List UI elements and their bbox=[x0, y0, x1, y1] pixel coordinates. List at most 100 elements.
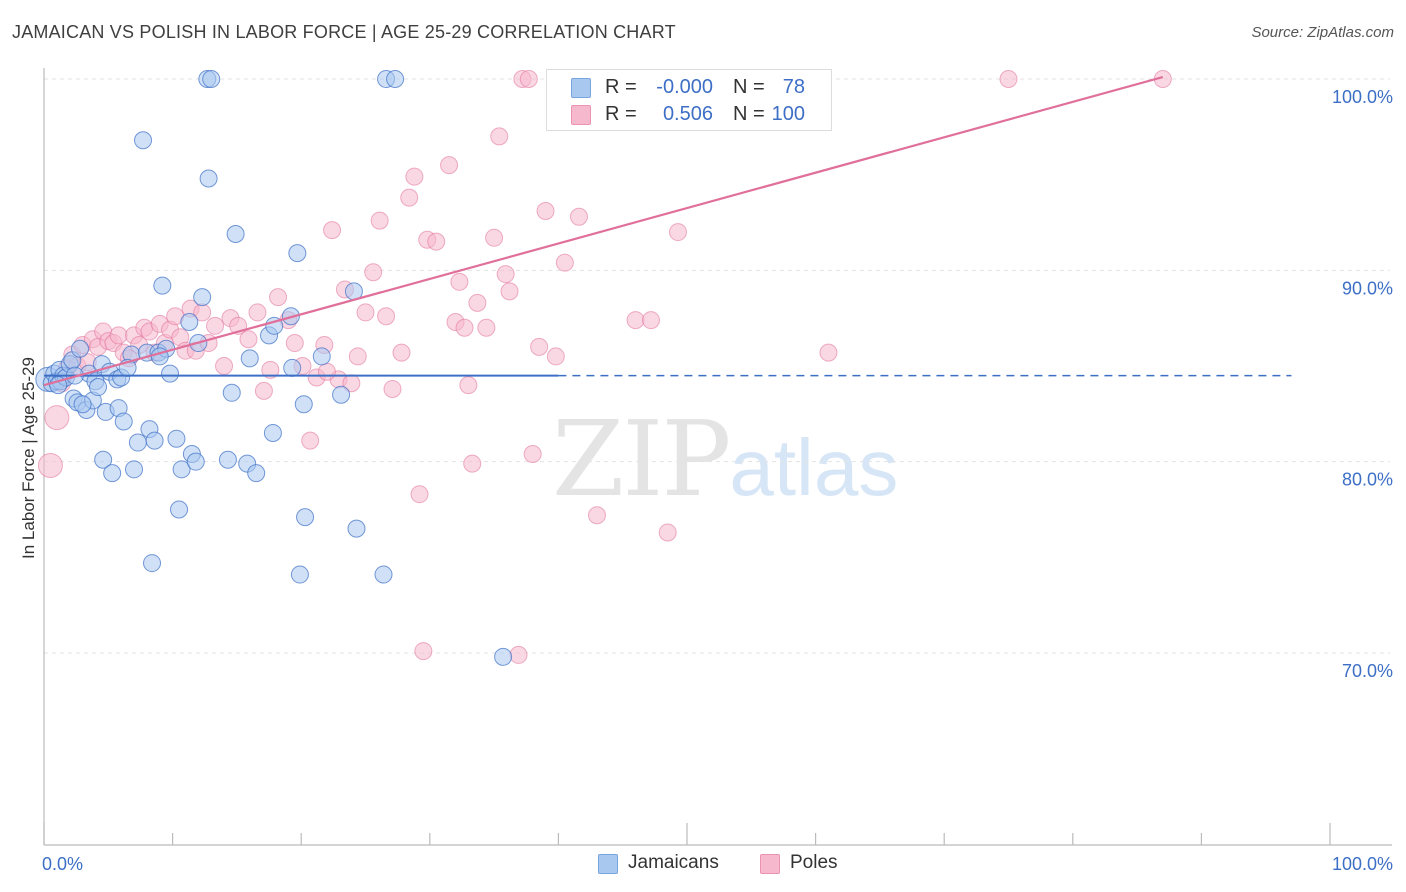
trend-lines bbox=[43, 76, 1292, 387]
jamaicans-point bbox=[180, 312, 199, 331]
jamaicans-point bbox=[143, 554, 162, 573]
poles-point bbox=[485, 228, 504, 247]
jamaicans-point bbox=[94, 450, 113, 469]
poles-point bbox=[37, 452, 63, 478]
poles-point bbox=[239, 330, 258, 349]
poles-point bbox=[370, 211, 389, 230]
poles-point bbox=[626, 311, 645, 330]
poles-point bbox=[530, 337, 549, 356]
jamaicans-point bbox=[134, 131, 153, 150]
poles-point bbox=[285, 334, 304, 353]
jamaicans-point bbox=[153, 276, 172, 295]
y-tick-label: 90.0% bbox=[1342, 278, 1393, 298]
poles-point bbox=[261, 360, 280, 379]
jamaicans-point bbox=[296, 508, 315, 527]
legend-n-label: N = bbox=[733, 103, 765, 125]
x-tick-label: 100.0% bbox=[1332, 854, 1393, 874]
jamaicans-point bbox=[114, 412, 133, 431]
poles-point bbox=[536, 202, 555, 221]
legend-n-value: 78 bbox=[782, 76, 805, 98]
jamaicans-point bbox=[167, 429, 186, 448]
poles-point bbox=[364, 263, 383, 282]
poles-point bbox=[109, 326, 128, 345]
jamaicans-point bbox=[247, 464, 266, 483]
jamaicans-point bbox=[332, 385, 351, 404]
y-tick-label: 100.0% bbox=[1332, 87, 1393, 107]
poles-points bbox=[37, 70, 1172, 664]
poles-point bbox=[819, 343, 838, 362]
watermark-zip: ZIP bbox=[552, 398, 731, 520]
jamaicans-point bbox=[145, 431, 164, 450]
legend-label-jamaicans: Jamaicans bbox=[628, 852, 719, 873]
poles-point bbox=[348, 347, 367, 366]
jamaicans-point bbox=[71, 339, 90, 358]
poles-point bbox=[641, 311, 660, 330]
poles-point bbox=[658, 523, 677, 542]
jamaicans-point bbox=[494, 647, 513, 666]
poles-swatch bbox=[760, 854, 780, 874]
source-label: Source: ZipAtlas.com bbox=[1251, 24, 1394, 41]
jamaicans-point bbox=[150, 347, 169, 366]
poles-point bbox=[519, 70, 538, 88]
jamaicans-point bbox=[218, 450, 237, 469]
jamaicans-swatch bbox=[571, 78, 591, 98]
poles-point bbox=[301, 431, 320, 450]
watermark: ZIPatlas bbox=[552, 398, 898, 520]
x-tick-label: 0.0% bbox=[42, 854, 83, 874]
jamaicans-point bbox=[288, 244, 307, 263]
poles-point bbox=[459, 376, 478, 395]
poles-point bbox=[405, 167, 424, 186]
jamaicans-point bbox=[193, 288, 212, 307]
poles-point bbox=[356, 303, 375, 322]
jamaicans-point bbox=[89, 378, 108, 397]
jamaicans-point bbox=[226, 224, 245, 243]
jamaicans-point bbox=[186, 452, 205, 471]
poles-point bbox=[523, 445, 542, 464]
tick-labels: 70.0% 80.0% 90.0% 100.0% 0.0% 100.0% In Labor … bbox=[19, 87, 1393, 874]
poles-point bbox=[468, 293, 487, 312]
poles-point bbox=[377, 307, 396, 326]
jamaicans-point bbox=[290, 565, 309, 584]
jamaicans-swatch bbox=[598, 854, 618, 874]
poles-point bbox=[440, 156, 459, 175]
legend-r-value: -0.000 bbox=[656, 76, 713, 98]
jamaicans-point bbox=[125, 460, 144, 479]
jamaicans-point bbox=[374, 565, 393, 584]
poles-point bbox=[569, 207, 588, 226]
jamaicans-point bbox=[170, 500, 189, 519]
poles-point bbox=[490, 127, 509, 146]
legend-r-label: R = bbox=[605, 103, 637, 125]
poles-point bbox=[44, 405, 70, 431]
poles-point bbox=[269, 288, 288, 307]
jamaicans-point bbox=[222, 383, 241, 402]
jamaicans-point bbox=[240, 349, 259, 368]
poles-point bbox=[215, 357, 234, 375]
poles-point bbox=[496, 265, 515, 284]
jamaicans-point bbox=[161, 364, 180, 383]
jamaicans-point bbox=[347, 519, 366, 538]
poles-point bbox=[668, 223, 687, 242]
poles-point bbox=[400, 188, 419, 207]
y-axis-title: In Labor Force | Age 25-29 bbox=[19, 357, 38, 559]
legend-row-poles: R = 0.506 N = 100 bbox=[547, 101, 831, 129]
poles-point bbox=[383, 379, 402, 398]
poles-point bbox=[477, 318, 496, 337]
y-tick-label: 80.0% bbox=[1342, 470, 1393, 490]
poles-point bbox=[546, 347, 565, 366]
poles-point bbox=[317, 362, 336, 381]
jamaicans-point bbox=[202, 70, 221, 88]
jamaicans-point bbox=[128, 433, 147, 452]
poles-point bbox=[455, 318, 474, 337]
poles-point bbox=[587, 506, 606, 525]
poles-point bbox=[410, 485, 429, 504]
jamaicans-points bbox=[35, 70, 513, 666]
poles-point bbox=[414, 642, 433, 661]
poles-point bbox=[323, 221, 342, 240]
legend-n-label: N = bbox=[733, 76, 765, 98]
jamaicans-point bbox=[386, 70, 405, 88]
correlation-legend: R = -0.000 N = 78 R = 0.506 N = 100 bbox=[546, 69, 832, 131]
jamaicans-point bbox=[312, 347, 331, 366]
legend-row-jamaicans: R = -0.000 N = 78 bbox=[547, 74, 831, 102]
poles-point bbox=[450, 272, 469, 291]
